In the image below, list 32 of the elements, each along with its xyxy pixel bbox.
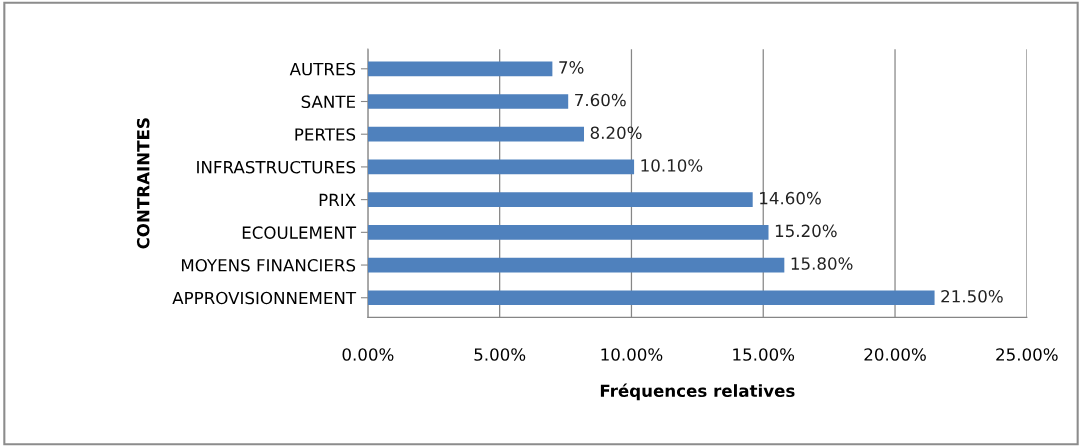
y-tick-label: APPROVISIONNEMENT — [172, 291, 357, 305]
y-tick-label: PERTES — [295, 128, 356, 141]
data-label: 7.60% — [575, 93, 626, 107]
bar — [367, 159, 635, 175]
data-label: 14.60% — [760, 191, 821, 205]
data-label: 8.20% — [590, 126, 642, 140]
y-tick-label: ECOULEMENT — [242, 226, 357, 239]
bar — [367, 61, 553, 77]
x-tick-label: 20.00% — [864, 348, 926, 361]
data-label: 15.20% — [775, 224, 837, 238]
bar — [367, 192, 753, 207]
data-label: 21.50% — [941, 289, 1003, 303]
x-tick-label: 25.00% — [996, 348, 1058, 361]
y-tick-label: INFRASTRUCTURES — [197, 160, 356, 174]
bar — [367, 257, 785, 273]
bar — [367, 94, 569, 109]
bar — [367, 126, 585, 142]
x-axis-title: Fréquences relatives — [600, 383, 795, 401]
x-tick-label: 0.00% — [342, 348, 394, 361]
y-tick-label: MOYENS FINANCIERS — [181, 259, 356, 272]
x-tick-label: 15.00% — [733, 348, 795, 361]
data-label: 10.10% — [641, 159, 703, 172]
bar — [367, 224, 769, 240]
data-label: 15.80% — [791, 257, 853, 270]
data-label: 7% — [559, 61, 584, 74]
bar — [367, 290, 935, 306]
y-tick-label: SANTE — [301, 95, 356, 109]
y-tick-label: PRIX — [319, 193, 356, 206]
y-tick-label: AUTRES — [289, 62, 356, 76]
x-tick-label: 5.00% — [474, 348, 526, 361]
x-tick-label: 10.00% — [601, 348, 663, 361]
y-axis-title: CONTRAINTES — [136, 118, 150, 249]
